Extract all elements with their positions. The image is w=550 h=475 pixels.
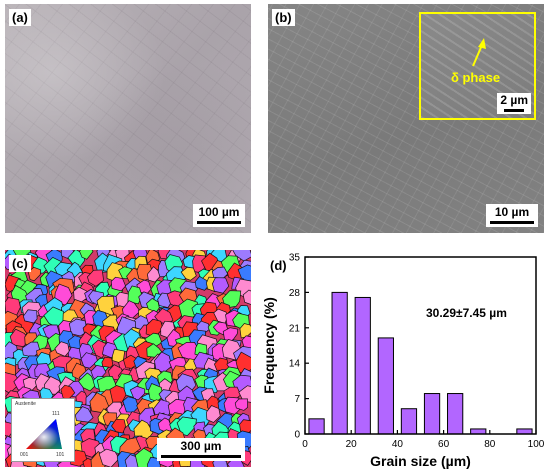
grain xyxy=(127,285,143,305)
histogram-bar xyxy=(400,408,418,435)
scale-bar-b-text: 10 µm xyxy=(494,205,530,219)
histogram-bar xyxy=(354,296,371,435)
grain xyxy=(74,406,94,423)
scale-bar-a: 100 µm xyxy=(193,204,245,227)
x-tick-label: 100 xyxy=(528,439,545,450)
sem-inset: δ phase 2 µm xyxy=(419,12,536,120)
y-tick-label: 28 xyxy=(289,288,301,299)
grain xyxy=(222,290,242,309)
y-tick-label: 35 xyxy=(289,253,301,264)
ipf-corner-001: 001 xyxy=(20,452,29,458)
grain xyxy=(87,269,104,287)
y-tick-label: 14 xyxy=(289,359,301,370)
grain xyxy=(129,385,146,401)
x-tick-label: 20 xyxy=(346,439,358,450)
scale-bar-b-line xyxy=(490,221,534,224)
grain xyxy=(101,356,114,368)
scale-bar-c-text: 300 µm xyxy=(180,439,222,453)
scale-bar-a-text: 100 µm xyxy=(198,205,240,219)
grain xyxy=(111,418,126,434)
panel-label-b: (b) xyxy=(272,9,295,26)
mean-grain-size-annotation: 30.29±7.45 µm xyxy=(426,306,507,320)
histogram-bar xyxy=(423,393,441,435)
histogram-bar xyxy=(308,418,325,435)
scale-bar-c: 300 µm xyxy=(157,438,245,461)
y-tick-label: 7 xyxy=(294,394,300,405)
inset-scale-bar-line xyxy=(504,109,525,112)
grain xyxy=(79,250,94,260)
ipf-legend-title: Austenite xyxy=(15,401,36,407)
scale-bar-a-line xyxy=(197,221,241,224)
y-tick-label: 21 xyxy=(289,323,301,334)
grain xyxy=(176,416,197,437)
sem-micrograph-panel: (b) δ phase 2 µm 10 µm xyxy=(268,4,544,233)
x-tick-label: 40 xyxy=(392,439,404,450)
grain xyxy=(206,405,221,423)
grain xyxy=(212,277,230,294)
y-axis-label: Frequency (%) xyxy=(261,297,277,393)
grain xyxy=(238,385,251,403)
scale-bar-c-line xyxy=(161,455,241,458)
ipf-corner-101: 101 xyxy=(56,452,65,458)
histogram-bar xyxy=(447,393,464,435)
histogram-bar xyxy=(331,291,348,435)
grain xyxy=(194,275,209,291)
histogram-bar xyxy=(470,428,487,435)
delta-phase-label: δ phase xyxy=(451,70,501,85)
x-tick-label: 80 xyxy=(484,439,496,450)
y-tick-label: 0 xyxy=(294,430,300,441)
grain xyxy=(180,266,197,281)
x-tick-label: 0 xyxy=(302,439,308,450)
ipf-triangle xyxy=(26,419,62,449)
panel-label-c: (c) xyxy=(9,255,31,272)
grain xyxy=(242,289,251,305)
ipf-legend: Austenite 111 001 101 xyxy=(11,398,75,462)
histogram-bar xyxy=(516,428,533,435)
grain-size-histogram-panel: 0 20 40 60 80 100 0 7 14 21 28 35 (d) 30.29±7.45 µm… xyxy=(258,242,548,472)
histogram-bar xyxy=(377,337,394,435)
panel-label-d: (d) xyxy=(270,258,287,273)
grain xyxy=(110,276,127,292)
x-axis-label: Grain size (µm) xyxy=(370,453,471,469)
grain xyxy=(68,318,88,337)
scale-bar-b: 10 µm xyxy=(486,204,538,227)
grain xyxy=(147,266,161,283)
grain xyxy=(234,398,248,411)
grain xyxy=(98,448,120,467)
inset-scale-bar-text: 2 µm xyxy=(500,93,528,107)
inset-scale-bar: 2 µm xyxy=(497,93,531,114)
plot-frame xyxy=(304,256,537,435)
panel-label-a: (a) xyxy=(9,9,31,26)
grain xyxy=(80,352,99,369)
grain xyxy=(23,309,38,324)
optical-micrograph-panel: (a) 100 µm xyxy=(5,4,251,233)
x-tick-label: 60 xyxy=(438,439,450,450)
ebsd-map-panel: (c) Austenite 111 00 xyxy=(5,250,251,467)
grain xyxy=(22,377,38,391)
ipf-corner-111: 111 xyxy=(52,411,60,417)
grain-size-histogram: 0 20 40 60 80 100 0 7 14 21 28 35 (d) 30.29±7.45 µm… xyxy=(261,253,545,470)
delta-phase-arrow xyxy=(472,38,486,67)
grain xyxy=(78,372,97,392)
